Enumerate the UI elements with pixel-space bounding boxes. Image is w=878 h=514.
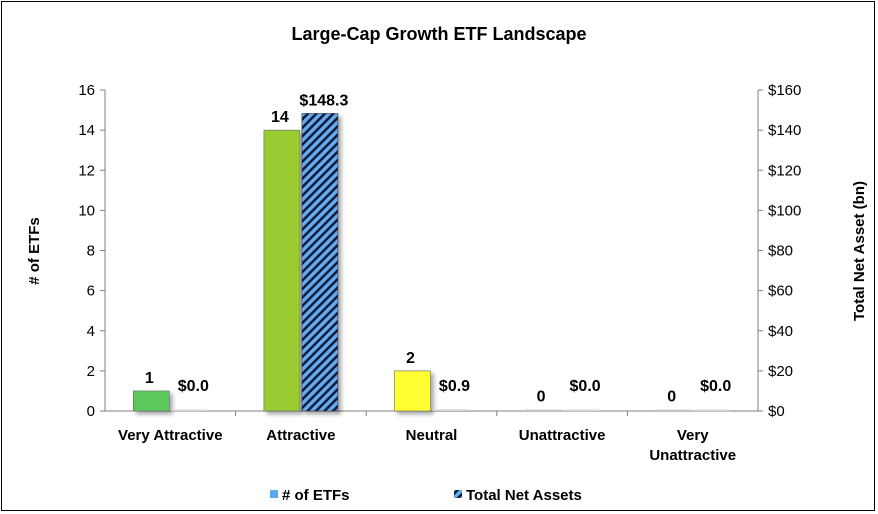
bar-etf-count <box>525 409 562 411</box>
y-tick-label-right: $0 <box>768 403 785 420</box>
bars <box>133 113 730 412</box>
y-tick-label-right: $160 <box>768 82 801 99</box>
y-tick-label-right: $20 <box>768 363 793 380</box>
y-tick-label-left: 8 <box>87 243 95 260</box>
bar-etf-count <box>394 370 431 412</box>
legend-swatch-etfs <box>270 490 278 498</box>
y-tick-label-right: $40 <box>768 323 793 340</box>
bar-net-assets <box>301 113 339 412</box>
data-label-etf-count: 0 <box>667 389 676 406</box>
data-label-net-assets: $0.0 <box>700 378 731 395</box>
y-tick-label-right: $80 <box>768 243 793 260</box>
category-label: Neutral <box>406 427 458 444</box>
category-labels: Very Attractive Attractive Neutral Unattrac… <box>118 427 736 464</box>
y-tick-label-left: 0 <box>87 403 95 420</box>
y-tick-label-right: $140 <box>768 122 801 139</box>
legend-label-etfs: # of ETFs <box>282 487 350 504</box>
category-label: Very Attractive <box>118 427 223 444</box>
legend-swatch-net-assets <box>454 490 462 498</box>
data-label-net-assets: $148.3 <box>299 92 348 109</box>
data-label-net-assets: $0.9 <box>439 378 470 395</box>
category-label: Unattractive <box>519 427 606 444</box>
data-labels: 1 $0.0 14 $148.3 2 $0.9 0 $0.0 0 $0.0 <box>145 92 732 405</box>
bar-net-assets <box>432 409 469 411</box>
y-tick-label-left: 6 <box>87 283 95 300</box>
data-label-net-assets: $0.0 <box>178 378 209 395</box>
bar-net-assets <box>171 409 208 411</box>
y-axis-left-label: # of ETFs <box>26 217 43 285</box>
y-tick-label-left: 16 <box>78 82 95 99</box>
category-label: Very <box>677 427 709 444</box>
legend: # of ETFs Total Net Assets <box>270 487 582 504</box>
y-tick-label-right: $100 <box>768 202 801 219</box>
y-tick-label-left: 10 <box>78 202 95 219</box>
data-label-etf-count: 14 <box>271 109 289 126</box>
data-label-etf-count: 0 <box>537 389 546 406</box>
y-tick-label-left: 2 <box>87 363 95 380</box>
data-label-etf-count: 2 <box>406 350 415 367</box>
y-tick-label-left: 4 <box>87 323 95 340</box>
chart-title: Large-Cap Growth ETF Landscape <box>291 24 586 44</box>
category-label: Attractive <box>266 427 335 444</box>
y-axis-right-label: Total Net Asset (bn) <box>851 181 868 321</box>
bar-etf-count <box>133 390 170 412</box>
y-tick-label-right: $60 <box>768 283 793 300</box>
data-label-etf-count: 1 <box>145 370 154 387</box>
bar-net-assets <box>693 409 730 411</box>
y-tick-label-left: 12 <box>78 162 95 179</box>
data-label-net-assets: $0.0 <box>570 378 601 395</box>
y-tick-label-left: 14 <box>78 122 95 139</box>
bar-etf-count <box>655 409 692 411</box>
bar-net-assets <box>563 409 600 411</box>
y-tick-label-right: $120 <box>768 162 801 179</box>
category-label: Unattractive <box>649 447 736 464</box>
bar-etf-count <box>263 129 301 412</box>
legend-label-net-assets: Total Net Assets <box>466 487 582 504</box>
